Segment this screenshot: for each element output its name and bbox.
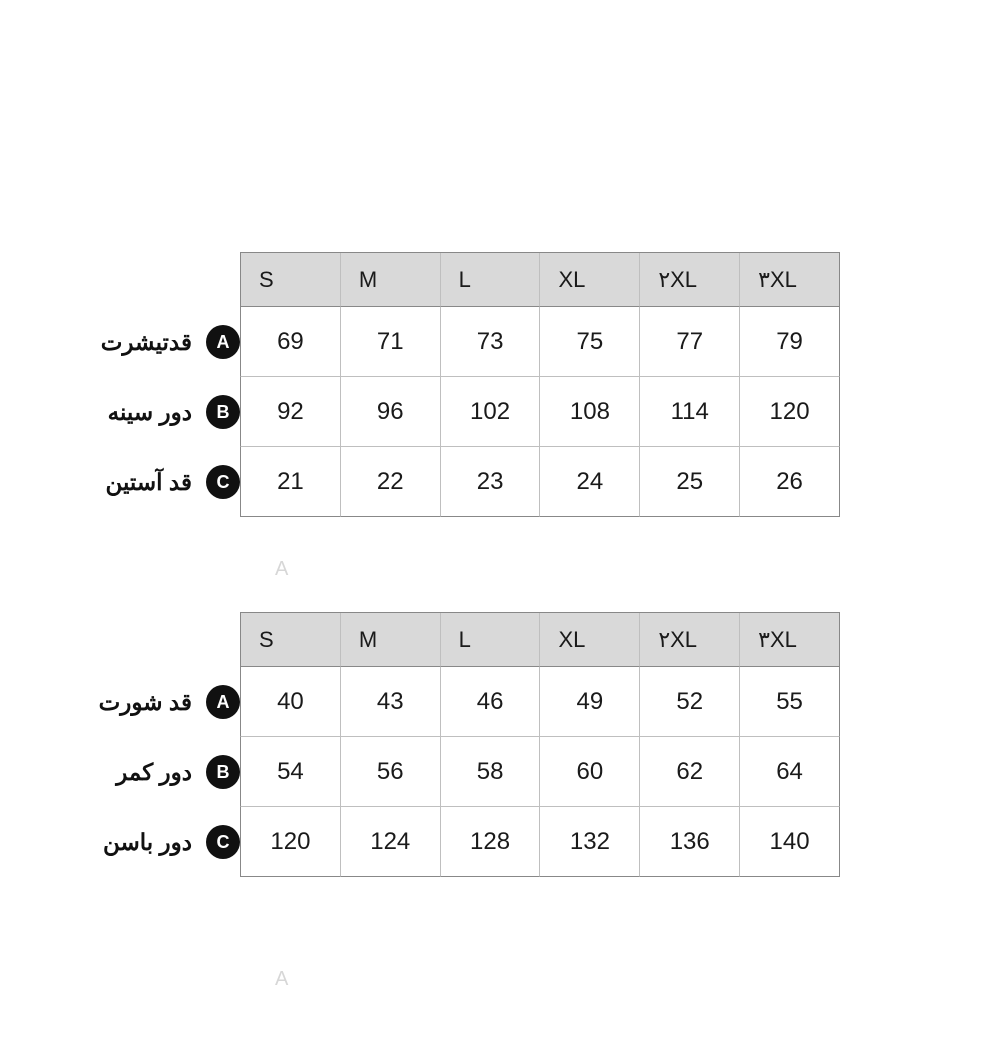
ghost-label: A xyxy=(275,558,288,581)
col-header: XL xyxy=(540,613,640,667)
size-cell: 69 xyxy=(240,307,341,377)
size-cell: 52 xyxy=(640,667,740,737)
size-cell: 49 xyxy=(540,667,640,737)
size-cell: 25 xyxy=(640,447,740,517)
row-label: دور باسن C xyxy=(0,807,240,877)
row-label: قد شورت A xyxy=(0,667,240,737)
row-grid: 21 22 23 24 25 26 xyxy=(240,447,840,517)
col-header: ۲XL xyxy=(640,253,740,307)
shorts-size-table: S M L XL ۲XL ۳XL قد شورت A 40 43 46 49 5… xyxy=(0,612,1000,877)
size-cell: 55 xyxy=(740,667,840,737)
tshirt-size-table: S M L XL ۲XL ۳XL قدتیشرت A 69 71 73 75 7… xyxy=(0,252,1000,517)
size-cell: 75 xyxy=(540,307,640,377)
size-cell: 132 xyxy=(540,807,640,877)
row-grid: 54 56 58 60 62 64 xyxy=(240,737,840,807)
row-grid: 69 71 73 75 77 79 xyxy=(240,307,840,377)
size-cell: 43 xyxy=(341,667,441,737)
size-cell: 140 xyxy=(740,807,840,877)
size-cell: 77 xyxy=(640,307,740,377)
row-label-text: دور سینه xyxy=(108,399,192,426)
row-badge: B xyxy=(206,395,240,429)
header-spacer xyxy=(0,612,240,667)
col-header: L xyxy=(441,253,541,307)
row-badge: A xyxy=(206,325,240,359)
size-cell: 108 xyxy=(540,377,640,447)
size-chart-canvas: S M L XL ۲XL ۳XL قدتیشرت A 69 71 73 75 7… xyxy=(0,0,1000,1063)
col-header: S xyxy=(240,613,341,667)
table-header-row: S M L XL ۲XL ۳XL xyxy=(0,252,1000,307)
size-cell: 64 xyxy=(740,737,840,807)
col-header: S xyxy=(240,253,341,307)
col-header: M xyxy=(341,253,441,307)
table-row: قد آستین C 21 22 23 24 25 26 xyxy=(0,447,1000,517)
row-label-text: دور کمر xyxy=(116,759,192,786)
row-label-text: قد شورت xyxy=(99,689,192,716)
row-badge: C xyxy=(206,465,240,499)
row-label-text: قدتیشرت xyxy=(101,329,192,356)
size-cell: 71 xyxy=(341,307,441,377)
row-badge: B xyxy=(206,755,240,789)
row-label: قد آستین C xyxy=(0,447,240,517)
size-cell: 136 xyxy=(640,807,740,877)
table-header-row: S M L XL ۲XL ۳XL xyxy=(0,612,1000,667)
row-grid: 92 96 102 108 114 120 xyxy=(240,377,840,447)
size-cell: 96 xyxy=(341,377,441,447)
col-header: ۲XL xyxy=(640,613,740,667)
row-label-text: دور باسن xyxy=(103,829,192,856)
size-cell: 73 xyxy=(441,307,541,377)
size-cell: 58 xyxy=(441,737,541,807)
size-cell: 23 xyxy=(441,447,541,517)
size-cell: 22 xyxy=(341,447,441,517)
col-header: ۳XL xyxy=(740,613,840,667)
size-cell: 56 xyxy=(341,737,441,807)
size-cell: 54 xyxy=(240,737,341,807)
size-cell: 120 xyxy=(240,807,341,877)
table-row: دور باسن C 120 124 128 132 136 140 xyxy=(0,807,1000,877)
col-header: L xyxy=(441,613,541,667)
size-cell: 46 xyxy=(441,667,541,737)
size-cell: 120 xyxy=(740,377,840,447)
size-cell: 26 xyxy=(740,447,840,517)
size-cell: 60 xyxy=(540,737,640,807)
ghost-label: A xyxy=(275,968,288,991)
col-header: ۳XL xyxy=(740,253,840,307)
size-cell: 92 xyxy=(240,377,341,447)
size-cell: 24 xyxy=(540,447,640,517)
row-badge: C xyxy=(206,825,240,859)
row-label: دور سینه B xyxy=(0,377,240,447)
row-grid: 40 43 46 49 52 55 xyxy=(240,667,840,737)
table-row: دور سینه B 92 96 102 108 114 120 xyxy=(0,377,1000,447)
size-cell: 21 xyxy=(240,447,341,517)
size-cell: 124 xyxy=(341,807,441,877)
col-header: M xyxy=(341,613,441,667)
row-label-text: قد آستین xyxy=(105,469,192,496)
col-header: XL xyxy=(540,253,640,307)
row-badge: A xyxy=(206,685,240,719)
size-cell: 40 xyxy=(240,667,341,737)
table-row: قد شورت A 40 43 46 49 52 55 xyxy=(0,667,1000,737)
size-cell: 128 xyxy=(441,807,541,877)
size-cell: 114 xyxy=(640,377,740,447)
row-label: دور کمر B xyxy=(0,737,240,807)
table-row: قدتیشرت A 69 71 73 75 77 79 xyxy=(0,307,1000,377)
header-spacer xyxy=(0,252,240,307)
size-cell: 79 xyxy=(740,307,840,377)
size-cell: 62 xyxy=(640,737,740,807)
row-label: قدتیشرت A xyxy=(0,307,240,377)
row-grid: 120 124 128 132 136 140 xyxy=(240,807,840,877)
size-cell: 102 xyxy=(441,377,541,447)
header-grid: S M L XL ۲XL ۳XL xyxy=(240,612,840,667)
table-row: دور کمر B 54 56 58 60 62 64 xyxy=(0,737,1000,807)
header-grid: S M L XL ۲XL ۳XL xyxy=(240,252,840,307)
